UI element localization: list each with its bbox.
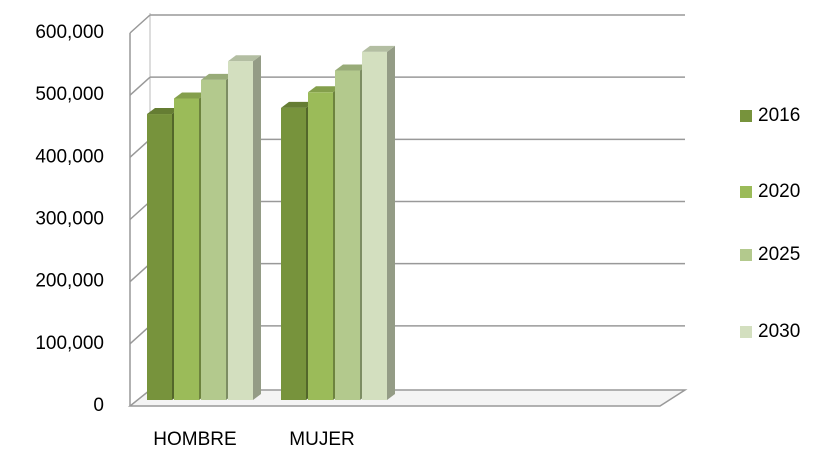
bar-top: [281, 101, 314, 108]
y-tick-label: 300,000: [35, 209, 104, 230]
grid-line-side: [129, 263, 151, 283]
y-tick-label: 500,000: [35, 84, 104, 105]
y-tick-label: 400,000: [35, 146, 104, 167]
bar-top: [174, 92, 207, 99]
grid-line-side: [129, 325, 151, 345]
x-tick-label: MUJER: [289, 429, 354, 450]
legend-swatch: [740, 110, 752, 122]
legend-swatch: [740, 326, 752, 338]
bar: [281, 107, 306, 401]
legend-swatch: [740, 186, 752, 198]
legend-label: 2016: [758, 105, 800, 126]
bar-side: [253, 55, 261, 401]
bar-top: [362, 45, 395, 52]
bar: [308, 92, 333, 401]
legend-label: 2020: [758, 181, 800, 202]
bar-top: [228, 55, 261, 62]
bar: [362, 51, 387, 400]
bar-top: [147, 108, 180, 115]
bar: [228, 61, 253, 401]
y-tick-label: 0: [93, 395, 104, 416]
y-tick-label: 600,000: [35, 22, 104, 43]
bar: [335, 70, 360, 401]
bar-top: [335, 64, 368, 71]
legend-label: 2030: [758, 321, 800, 342]
y-tick-label: 100,000: [35, 333, 104, 354]
floor: [127, 389, 688, 407]
legend-swatch: [740, 249, 752, 261]
y-tick-label: 200,000: [35, 271, 104, 292]
grid-line-side: [129, 138, 151, 158]
x-tick-label: HOMBRE: [153, 429, 236, 450]
bar-side: [387, 45, 395, 400]
bar: [201, 79, 226, 400]
grid-line-side: [129, 76, 151, 96]
bar-top: [308, 86, 341, 93]
bar: [174, 98, 199, 400]
legend-label: 2025: [758, 244, 800, 265]
bar-top: [201, 73, 234, 80]
grid-line-side: [129, 200, 151, 221]
grid-line-side: [129, 14, 151, 34]
bar: [147, 114, 172, 401]
